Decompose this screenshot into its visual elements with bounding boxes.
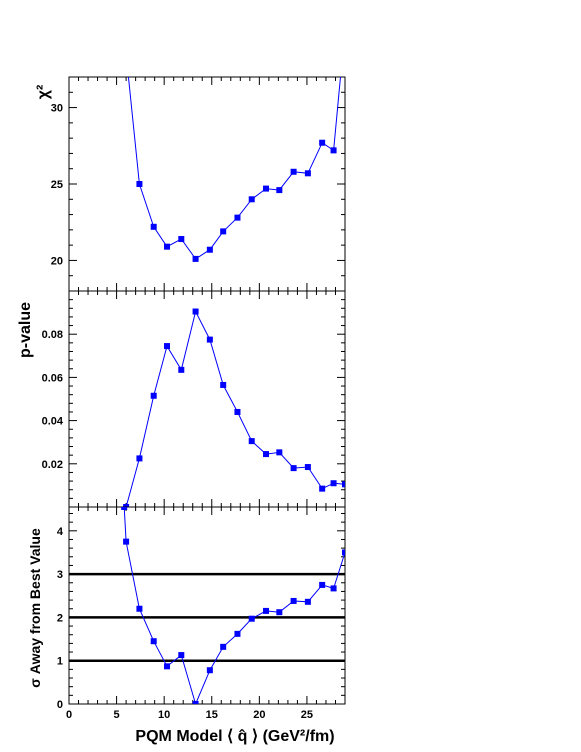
sigma-data-point	[192, 701, 199, 704]
sigma-y-tick-label: 2	[57, 612, 63, 624]
pvalue-y-tick-label: 0.08	[42, 329, 63, 341]
sigma-data-point	[220, 643, 227, 650]
sigma-data-point	[121, 507, 128, 510]
chi2-y-tick-label: 20	[51, 255, 63, 267]
x-tick-label: 5	[114, 709, 120, 721]
x-tick-label: 15	[206, 709, 218, 721]
sigma-y-tick-label: 3	[57, 569, 63, 581]
pvalue-data-point	[150, 392, 157, 399]
pvalue-data-point	[164, 343, 171, 350]
sigma-series-line	[123, 507, 345, 704]
sigma-data-point	[248, 615, 255, 622]
pvalue-data-point	[319, 485, 326, 492]
sigma-data-point	[206, 667, 213, 674]
pvalue-data-point	[290, 465, 297, 472]
chi2-data-point	[330, 147, 337, 154]
chi2-frame	[68, 76, 346, 292]
sigma-data-point	[330, 585, 337, 592]
sigma-data-point	[123, 538, 130, 545]
pvalue-data-point	[178, 366, 185, 373]
pvalue-plot-area	[123, 308, 345, 507]
x-tick-label: 20	[253, 709, 265, 721]
chi2-data-point	[248, 196, 255, 203]
pvalue-data-point	[206, 336, 213, 343]
chi2-data-point	[290, 168, 297, 175]
sigma-data-point	[304, 598, 311, 605]
pvalue-data-point	[220, 381, 227, 388]
chi2-data-point	[304, 170, 311, 177]
pvalue-frame	[68, 290, 346, 508]
sigma-y-tick-label: 1	[57, 656, 63, 668]
chi2-data-point	[263, 185, 270, 192]
chi2-data-point	[123, 51, 129, 57]
sigma-plot-area	[69, 507, 345, 704]
sigma-data-point	[136, 605, 143, 612]
pvalue-data-point	[136, 455, 143, 462]
pvalue-data-point	[342, 481, 345, 488]
sigma-data-point	[290, 597, 297, 604]
pvalue-y-tick-label: 0.02	[42, 459, 63, 471]
chi2-y-tick-label: 30	[51, 103, 63, 115]
chi2-data-point	[178, 236, 185, 243]
pvalue-data-point	[234, 408, 241, 415]
chi2-data-point	[192, 255, 199, 262]
pvalue-data-point	[330, 480, 337, 487]
sigma-frame	[68, 506, 346, 705]
chi2-data-point	[150, 223, 157, 230]
chi2-y-tick-label: 25	[51, 179, 63, 191]
sigma-data-point	[263, 607, 270, 614]
chi2-data-point	[319, 139, 326, 146]
sigma-data-point	[178, 652, 185, 659]
sigma-data-point	[164, 663, 171, 670]
chi2-data-point	[338, 66, 344, 72]
sigma-y-tick-label: 4	[57, 526, 64, 538]
sigma-data-point	[234, 630, 241, 637]
x-tick-label: 25	[301, 709, 313, 721]
pvalue-axis-title: p-value	[17, 302, 34, 358]
chi2-axis-title: χ²	[35, 85, 52, 100]
pvalue-data-point	[192, 308, 199, 315]
sigma-data-point	[276, 609, 283, 616]
sigma-panel: 0 1 2 3 4 0 5 10 15 20 25	[57, 506, 346, 721]
chi2-data-point	[220, 228, 227, 235]
sigma-data-point	[319, 581, 326, 588]
chi2-plot-area	[123, 51, 344, 262]
chi2-data-point	[136, 181, 143, 187]
x-tick-label: 10	[158, 709, 170, 721]
chi2-data-point	[164, 243, 171, 250]
pvalue-panel: 0.02 0.04 0.06 0.08	[42, 290, 346, 508]
pvalue-y-tick-label: 0.06	[42, 372, 63, 384]
x-tick-label: 0	[66, 709, 72, 721]
x-axis-title: PQM Model ⟨ q̂ ⟩ (GeV²/fm)	[135, 728, 334, 745]
chi2-series-line	[127, 77, 341, 260]
pvalue-data-point	[263, 451, 270, 458]
pvalue-data-point	[276, 449, 283, 456]
sigma-axis-title: σ Away from Best Value	[27, 528, 43, 688]
sigma-data-point	[342, 549, 345, 556]
sigma-y-tick-label: 0	[57, 699, 63, 711]
pvalue-y-tick-label: 0.04	[42, 416, 64, 428]
chi2-data-point	[276, 187, 283, 194]
pvalue-data-point	[304, 464, 311, 471]
chi2-data-point	[206, 246, 213, 253]
sigma-data-point	[150, 638, 157, 645]
pvalue-data-point	[123, 504, 130, 507]
pvalue-data-point	[248, 438, 255, 445]
chi2-data-point	[234, 214, 241, 221]
chi2-panel: 20 25 30	[51, 51, 346, 292]
